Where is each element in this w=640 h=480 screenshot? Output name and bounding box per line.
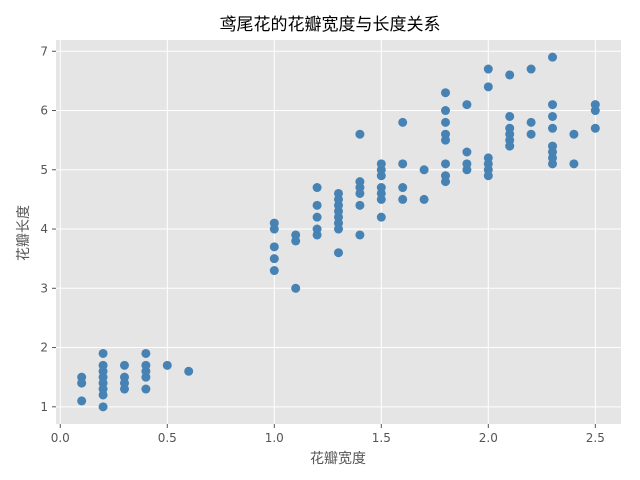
data-point (526, 64, 536, 74)
data-point (441, 106, 451, 116)
data-point (590, 123, 600, 133)
x-tick-label: 1.5 (372, 431, 391, 445)
x-tick-label: 2.5 (586, 431, 605, 445)
y-tick-label: 7 (40, 44, 48, 58)
y-tick-label: 4 (40, 222, 48, 236)
y-tick-label: 6 (40, 104, 48, 118)
data-point (441, 117, 451, 127)
data-point (291, 283, 301, 293)
data-point (98, 402, 108, 412)
data-point (398, 117, 408, 127)
data-point (98, 360, 108, 370)
data-point (162, 360, 172, 370)
data-point (334, 248, 343, 258)
data-points (77, 52, 600, 412)
data-point (269, 218, 279, 228)
y-axis-label: 花瓣长度 (16, 205, 32, 261)
data-point (376, 183, 386, 193)
data-point (376, 159, 386, 169)
data-point (398, 194, 408, 204)
data-point (483, 153, 493, 163)
data-point (590, 100, 600, 110)
data-point (312, 224, 322, 234)
data-point (291, 230, 301, 240)
data-point (462, 147, 472, 157)
data-point (569, 129, 579, 139)
data-point (483, 64, 493, 74)
data-point (483, 82, 493, 92)
data-point (355, 129, 365, 139)
data-point (398, 159, 408, 169)
data-point (462, 159, 472, 169)
data-point (119, 360, 129, 370)
data-point (526, 117, 536, 127)
data-point (376, 212, 386, 222)
data-point (269, 254, 279, 264)
data-point (548, 52, 558, 62)
x-axis-ticks: 0.0 0.5 1.0 1.5 2.0 2.5 (51, 424, 605, 445)
data-point (548, 123, 558, 133)
data-point (419, 165, 429, 175)
data-point (441, 129, 451, 139)
data-point (526, 129, 536, 139)
data-point (569, 159, 579, 169)
x-tick-label: 0.5 (158, 431, 177, 445)
data-point (77, 372, 87, 382)
data-point (419, 194, 429, 204)
x-tick-label: 0.0 (51, 431, 70, 445)
data-point (462, 100, 472, 110)
x-tick-label: 2.0 (479, 431, 498, 445)
data-point (119, 372, 129, 382)
data-point (334, 188, 343, 198)
data-point (441, 159, 451, 169)
data-point (141, 384, 151, 394)
data-point (548, 111, 558, 121)
data-point (398, 183, 408, 193)
data-point (548, 141, 558, 151)
data-point (505, 70, 515, 80)
data-point (312, 183, 322, 193)
data-point (77, 396, 87, 406)
data-point (312, 212, 322, 222)
data-point (441, 88, 451, 98)
data-point (355, 200, 365, 210)
x-axis-label: 花瓣宽度 (310, 450, 366, 467)
data-point (312, 200, 322, 210)
data-point (505, 123, 515, 133)
data-point (98, 348, 108, 358)
chart-title: 鸢尾花的花瓣宽度与长度关系 (220, 15, 441, 35)
data-point (269, 242, 279, 252)
y-axis-ticks: 1 2 3 4 5 6 7 (40, 44, 56, 414)
y-tick-label: 5 (40, 163, 48, 177)
data-point (269, 266, 279, 276)
data-point (355, 177, 365, 187)
data-point (141, 360, 151, 370)
data-point (441, 171, 451, 181)
y-tick-label: 1 (40, 400, 48, 414)
x-tick-label: 1.0 (265, 431, 284, 445)
data-point (141, 348, 151, 358)
data-point (184, 366, 194, 376)
data-point (355, 230, 365, 240)
data-point (548, 100, 558, 110)
data-point (505, 111, 515, 121)
y-tick-label: 3 (40, 281, 48, 295)
y-tick-label: 2 (40, 341, 48, 355)
